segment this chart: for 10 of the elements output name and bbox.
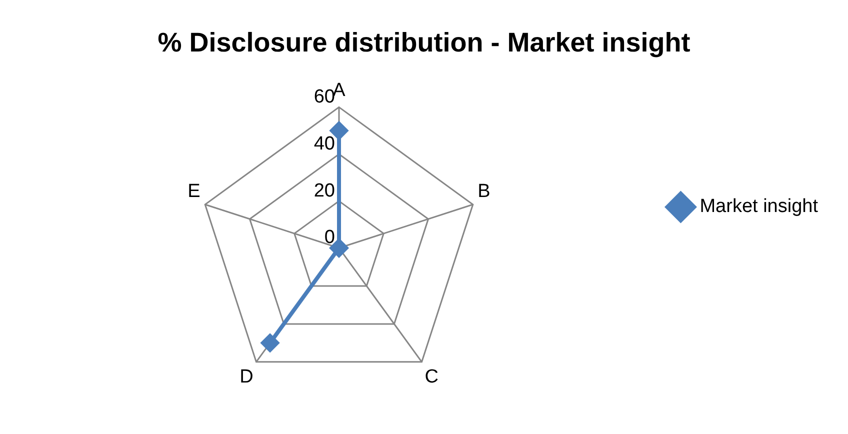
spoke-label: C <box>424 366 438 388</box>
y-tick-label: 0 <box>324 227 335 248</box>
spoke-label: B <box>478 180 490 202</box>
y-tick-label: 40 <box>314 133 335 154</box>
spoke-label: D <box>240 366 254 388</box>
y-tick-label: 60 <box>314 86 335 108</box>
y-tick-label: 20 <box>314 180 335 202</box>
spoke-label: E <box>188 180 200 202</box>
chart-title: % Disclosure distribution - Market insight <box>158 28 690 58</box>
legend-label: Market insight <box>700 196 819 218</box>
